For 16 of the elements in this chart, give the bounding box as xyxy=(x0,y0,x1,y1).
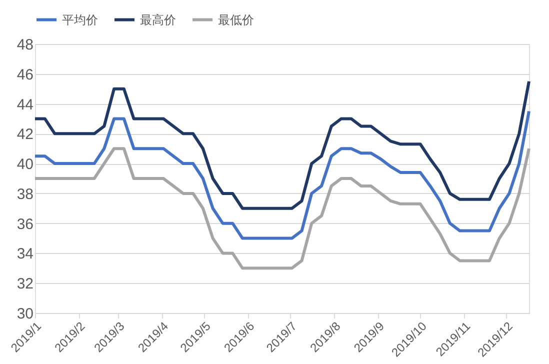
legend-label: 最低价 xyxy=(218,12,254,27)
y-tick-label: 30 xyxy=(16,306,34,322)
y-tick-label: 40 xyxy=(16,156,34,174)
line-series xyxy=(34,80,530,210)
y-tick-label: 48 xyxy=(16,36,34,54)
legend-label: 平均价 xyxy=(62,12,98,27)
y-tick-label: 38 xyxy=(16,186,34,203)
line-series xyxy=(34,147,530,270)
y-tick-label: 36 xyxy=(16,216,34,233)
y-tick-label: 46 xyxy=(16,66,34,84)
legend-label: 最高价 xyxy=(140,12,176,27)
line-series xyxy=(34,110,530,240)
y-tick-label: 44 xyxy=(16,96,34,114)
y-tick-label: 34 xyxy=(16,246,34,263)
y-tick-label: 32 xyxy=(16,276,34,293)
y-tick-label: 42 xyxy=(16,126,34,144)
